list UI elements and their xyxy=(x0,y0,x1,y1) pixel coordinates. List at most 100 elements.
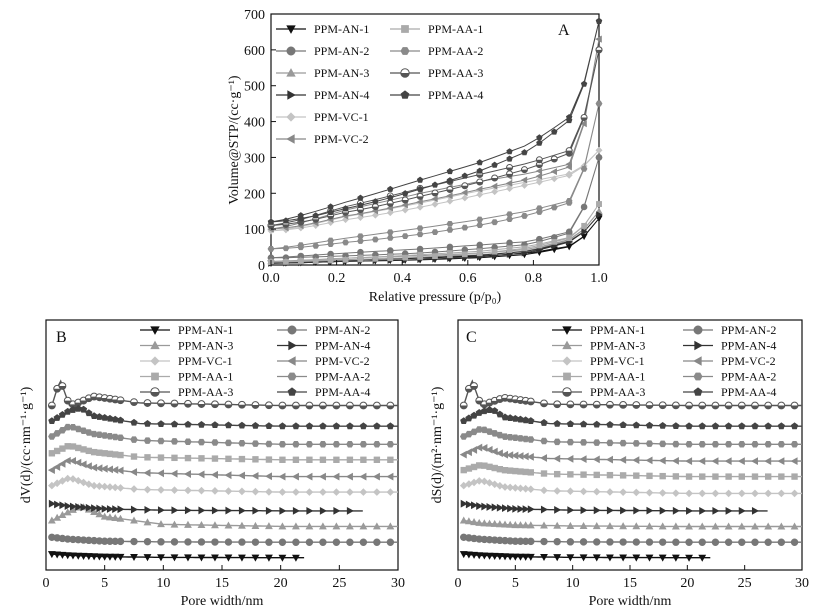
circle-marker-icon xyxy=(693,325,703,335)
data-point xyxy=(461,194,469,202)
data-point xyxy=(496,481,504,490)
data-point xyxy=(332,522,341,530)
data-point xyxy=(157,520,165,528)
data-point xyxy=(632,401,641,409)
data-point xyxy=(106,433,114,440)
data-point xyxy=(357,194,364,201)
data-point xyxy=(724,522,733,530)
data-point xyxy=(475,552,484,560)
data-point xyxy=(658,489,667,497)
data-point xyxy=(47,401,56,410)
legend-label: PPM-VC-1 xyxy=(178,354,233,368)
legend-entry: PPM-AN-3 xyxy=(552,339,645,353)
data-point xyxy=(764,489,772,498)
legend-label: PPM-AA-2 xyxy=(721,370,776,384)
panel-label: B xyxy=(56,329,67,346)
data-point xyxy=(359,422,367,430)
data-point xyxy=(116,396,125,405)
legend-label: PPM-AN-4 xyxy=(315,339,370,353)
data-point xyxy=(401,206,409,214)
x-tick-label: 0.4 xyxy=(393,271,411,286)
data-point xyxy=(711,422,720,430)
data-point xyxy=(540,419,548,426)
data-point xyxy=(685,457,693,466)
legend-label: PPM-VC-2 xyxy=(314,132,369,146)
data-point xyxy=(116,553,125,561)
data-point xyxy=(540,537,548,546)
data-point xyxy=(501,520,509,528)
data-point xyxy=(292,456,300,463)
data-point xyxy=(96,449,103,456)
series-line xyxy=(460,499,768,515)
data-point xyxy=(593,420,601,428)
legend: PPM-AN-1 PPM-AN-2 PPM-AN-3 PPM-AN-4 PPM-VC-1… xyxy=(140,323,370,399)
data-point xyxy=(476,241,484,249)
data-point xyxy=(511,434,520,442)
data-point xyxy=(605,455,613,464)
data-point xyxy=(777,441,786,448)
data-point xyxy=(238,487,246,496)
y-ticks: 0 100 200 300 400 500 600 700 xyxy=(244,8,276,274)
data-point xyxy=(521,484,530,493)
data-point xyxy=(595,100,603,107)
data-point xyxy=(501,553,509,561)
data-point xyxy=(517,505,525,513)
data-point xyxy=(211,400,219,409)
data-point xyxy=(476,159,483,166)
data-point xyxy=(112,505,120,514)
data-point xyxy=(95,482,104,490)
data-point xyxy=(551,128,558,135)
data-point xyxy=(592,455,600,464)
data-point xyxy=(553,537,561,546)
data-point xyxy=(751,473,759,480)
x-ticks: 0 5 10 15 20 25 30 xyxy=(43,565,405,591)
data-point xyxy=(197,420,206,428)
data-point xyxy=(659,421,667,429)
data-point xyxy=(95,510,104,518)
data-point xyxy=(267,245,275,252)
data-point xyxy=(197,554,206,562)
square-marker-icon xyxy=(563,372,571,381)
data-point xyxy=(143,399,152,407)
legend-label: PPM-VC-2 xyxy=(315,354,370,368)
data-point xyxy=(464,551,473,559)
data-point xyxy=(580,165,588,172)
data-point xyxy=(491,182,498,190)
data-point xyxy=(446,192,453,200)
data-point xyxy=(282,217,290,224)
data-point xyxy=(184,486,192,495)
data-point xyxy=(725,473,732,480)
data-point xyxy=(658,522,667,530)
data-point xyxy=(506,520,515,528)
data-point xyxy=(184,420,192,428)
data-point xyxy=(184,554,192,562)
data-point xyxy=(265,522,273,530)
data-point xyxy=(305,538,314,546)
data-point xyxy=(646,506,654,515)
data-point xyxy=(116,434,125,441)
legend-label: PPM-AN-4 xyxy=(314,88,369,102)
data-point xyxy=(506,483,514,492)
data-point xyxy=(606,488,614,496)
square-marker-icon xyxy=(151,372,159,381)
data-point xyxy=(724,538,733,546)
data-point xyxy=(446,168,454,175)
data-point xyxy=(116,466,124,475)
data-point xyxy=(143,537,152,546)
data-point xyxy=(521,553,530,561)
triangle-right-marker-icon xyxy=(288,340,297,351)
data-point xyxy=(265,506,273,515)
data-point xyxy=(506,433,514,441)
data-point xyxy=(75,503,83,511)
data-point xyxy=(198,455,205,462)
data-point xyxy=(85,447,93,455)
data-point xyxy=(170,486,179,494)
y-axis-label: dS(d)/(m²·nm⁻¹·g⁻¹) xyxy=(430,386,445,503)
data-point xyxy=(53,414,61,421)
data-point xyxy=(516,553,525,561)
data-point xyxy=(171,506,179,515)
data-point xyxy=(58,511,67,519)
data-point xyxy=(387,456,394,463)
data-point xyxy=(156,469,165,478)
